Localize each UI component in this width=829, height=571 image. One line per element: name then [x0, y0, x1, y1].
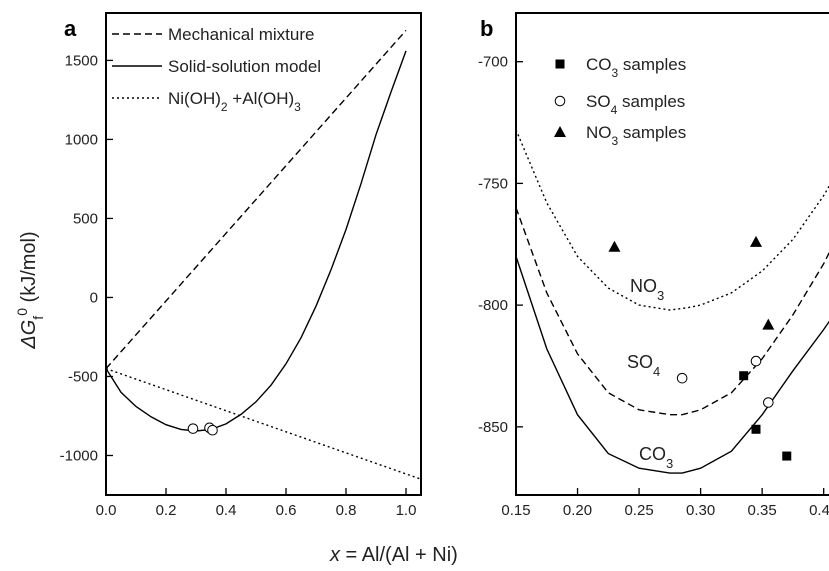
series-line-dotted: [516, 129, 829, 311]
panel-a-series: [106, 29, 421, 480]
panel-b-letter: b: [480, 16, 493, 41]
curve-label-formula: SO: [627, 352, 653, 372]
series-line-dotted: [106, 367, 421, 480]
legend-label: CO3 samples: [586, 55, 686, 80]
open-circle-marker: [676, 372, 688, 384]
filled-square-marker: [555, 59, 565, 69]
curve-label-subscript: 3: [657, 288, 664, 303]
x-tick-label: 0.4: [216, 502, 237, 519]
y-axis-title-sup: 0: [14, 308, 30, 316]
filled-triangle-marker: [762, 318, 775, 330]
curve-label-subscript: 3: [666, 456, 673, 471]
legend-label-part: 2: [221, 100, 228, 114]
legend-label: Solid-solution model: [168, 57, 321, 76]
y-tick-label: 500: [73, 210, 98, 227]
curve-label: CO3: [639, 444, 673, 471]
legend-label-formula: CO: [586, 55, 612, 74]
x-tick-label: 0.35: [748, 502, 777, 519]
panel-a: a -1000 -500 0 500 1000 1500 0.0 0.2 0.4 0.6 0.8 1…: [60, 12, 422, 519]
legend-label: Mechanical mixture: [168, 25, 314, 44]
filled-square-marker: [782, 451, 792, 461]
panel-a-y-axis: -1000 -500 0 500 1000 1500: [60, 52, 113, 464]
open-circle-marker: [207, 424, 218, 436]
open-circle-marker: [187, 423, 199, 434]
series-line-dashed: [516, 207, 829, 416]
panel-a-sample-points: [187, 422, 218, 436]
y-tick-label: -750: [478, 175, 508, 192]
y-axis-title-unit: (kJ/mol): [18, 231, 40, 308]
legend-label-suffix: samples: [618, 55, 686, 74]
y-tick-label: -500: [68, 368, 98, 385]
y-tick-label: 1500: [65, 52, 98, 69]
x-tick-label: 0.8: [336, 502, 357, 519]
y-tick-label: -800: [478, 297, 508, 314]
open-circle-marker: [750, 355, 762, 367]
open-circle-marker: [763, 397, 774, 408]
panel-b-y-axis: -850 -800 -750 -700: [478, 54, 523, 436]
panel-a-frame: [105, 12, 422, 496]
legend-label-part: 3: [294, 100, 301, 114]
y-tick-label: -850: [478, 419, 508, 436]
y-axis-title-delta: ΔG: [18, 320, 40, 350]
legend-label: SO4 samples: [586, 92, 685, 117]
x-tick-label: 0.25: [624, 502, 653, 519]
x-tick-label: 0.30: [686, 502, 715, 519]
curve-label: SO4: [627, 352, 660, 379]
x-tick-label: 0.40: [809, 502, 829, 519]
x-tick-label: 0.20: [563, 502, 592, 519]
panel-b: b -850-800-750-700 0.15 0.20 0.25 0.30 0.35 0…: [478, 12, 829, 519]
y-axis-title: ΔGf0 (kJ/mol): [14, 231, 46, 349]
x-tick-label: 0.0: [96, 502, 117, 519]
legend-label-formula: NO: [586, 123, 612, 142]
y-tick-label: 1000: [65, 131, 98, 148]
panel-a-x-axis: 0.0 0.2 0.4 0.6 0.8 1.0: [96, 488, 417, 519]
y-axis-title-sub: f: [30, 316, 46, 320]
legend-label-subscript: 4: [611, 103, 618, 117]
series-line-solid: [106, 50, 407, 432]
legend-label: Ni(OH)2 +Al(OH)3: [168, 89, 301, 114]
legend-label: NO3 samples: [586, 123, 686, 148]
filled-triangle-marker: [608, 240, 621, 252]
filled-square-marker: [739, 371, 749, 381]
legend-label-part: +Al(OH): [228, 89, 295, 108]
curve-label: NO3: [630, 276, 664, 303]
legend-label-subscript: 3: [612, 134, 619, 148]
legend-label-part: Ni(OH): [168, 89, 221, 108]
panel-b-sample-points: [608, 235, 792, 461]
x-axis-title: x = Al/(Al + Ni): [329, 544, 458, 566]
panel-b-frame: [515, 12, 829, 496]
x-tick-label: 1.0: [396, 502, 417, 519]
panel-a-letter: a: [64, 16, 77, 41]
x-axis-title-variable: x: [329, 544, 341, 566]
curve-label-formula: CO: [639, 444, 666, 464]
curve-label-subscript: 4: [653, 364, 660, 379]
series-line-solid: [516, 256, 829, 474]
panel-b-series: [516, 129, 829, 474]
series-line-dashed: [106, 29, 407, 370]
x-tick-label: 0.6: [276, 502, 297, 519]
x-tick-label: 0.2: [156, 502, 177, 519]
open-circle-marker: [554, 95, 566, 107]
legend-label-suffix: samples: [618, 123, 686, 142]
x-axis-title-rest: = Al/(Al + Ni): [340, 544, 458, 566]
filled-square-marker: [751, 424, 761, 434]
filled-triangle-marker: [554, 126, 566, 137]
legend-label-suffix: samples: [617, 92, 685, 111]
y-tick-label: -1000: [60, 447, 98, 464]
filled-triangle-marker: [750, 235, 762, 247]
y-tick-label: -700: [478, 54, 508, 71]
x-tick-label: 0.15: [501, 502, 530, 519]
panel-a-legend: Mechanical mixture Solid-solution model Ni…: [112, 25, 321, 114]
legend-label-subscript: 3: [612, 66, 619, 80]
curve-label-formula: NO: [630, 276, 657, 296]
y-tick-label: 0: [90, 289, 98, 306]
panel-b-x-axis: 0.15 0.20 0.25 0.30 0.35 0.40: [501, 488, 829, 519]
legend-label-formula: SO: [586, 92, 611, 111]
